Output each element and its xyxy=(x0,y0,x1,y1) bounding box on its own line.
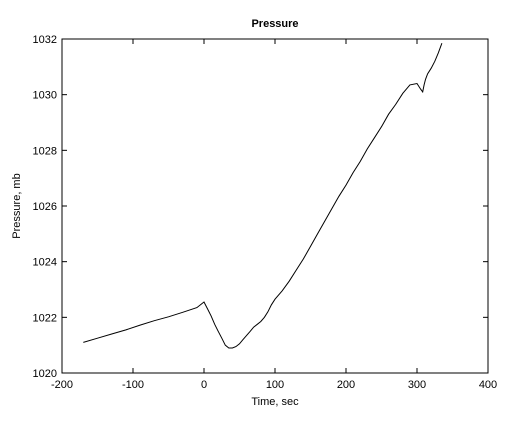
y-axis-title: Pressure, mb xyxy=(11,173,23,238)
plot-area xyxy=(61,38,489,374)
y-tick-label: 1020 xyxy=(33,368,57,380)
y-tick-label: 1026 xyxy=(33,201,57,213)
x-tick-label: 100 xyxy=(266,379,284,391)
x-tick-label: 0 xyxy=(201,379,207,391)
x-tick-label: -100 xyxy=(122,379,144,391)
x-axis-title: Time, sec xyxy=(251,396,299,408)
x-tick-label: 200 xyxy=(337,379,355,391)
x-tick-label: 300 xyxy=(408,379,426,391)
y-tick-label: 1024 xyxy=(33,257,57,269)
y-axis-ticks: 1020 1022 1024 1026 1028 1030 1032 xyxy=(33,34,488,380)
chart-title: Pressure xyxy=(251,18,298,30)
x-axis-ticks: -200 -100 0 100 200 300 400 xyxy=(51,39,497,391)
y-tick-label: 1032 xyxy=(33,34,57,46)
y-tick-label: 1028 xyxy=(33,145,57,157)
x-tick-label: -200 xyxy=(51,379,73,391)
y-tick-label: 1030 xyxy=(33,90,57,102)
pressure-series-line xyxy=(83,43,443,349)
y-tick-label: 1022 xyxy=(33,312,57,324)
x-tick-label: 400 xyxy=(479,379,497,391)
